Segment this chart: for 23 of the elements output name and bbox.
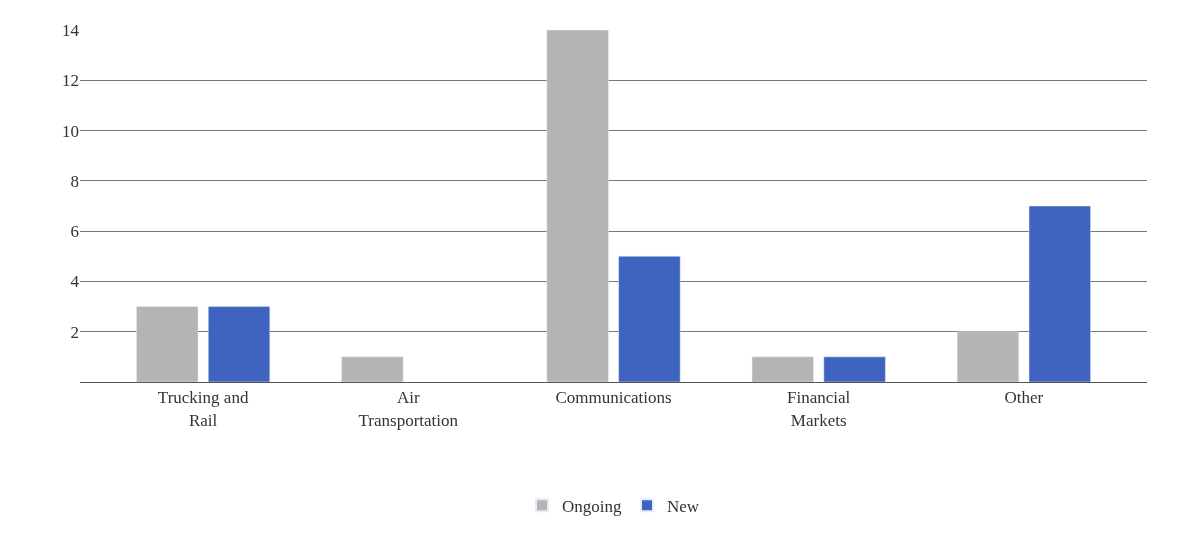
x-tick-label: Air Transportation	[358, 388, 459, 430]
bar	[341, 356, 404, 382]
y-tick-label: 10	[62, 121, 79, 141]
y-tick-label: 14	[62, 20, 80, 40]
bar	[618, 256, 681, 382]
x-tick-label: Trucking and Rail	[157, 388, 249, 430]
x-tick-label: Other	[1004, 388, 1044, 408]
bar	[751, 356, 814, 382]
y-tick-label: 4	[70, 272, 80, 292]
y-tick-label: 8	[70, 171, 79, 191]
y-tick-label: 6	[70, 222, 79, 242]
legend-label: New	[667, 496, 700, 516]
x-tick-label: Communications	[555, 388, 672, 408]
bar	[823, 356, 886, 382]
bar	[136, 306, 199, 382]
bar	[546, 30, 609, 382]
y-tick-label: 2	[70, 322, 79, 342]
bar	[956, 331, 1019, 382]
x-tick-label: Financial Markets	[787, 388, 851, 430]
legend-label: Ongoing	[562, 496, 622, 516]
bar	[1028, 205, 1091, 382]
bar	[208, 306, 271, 382]
y-tick-label: 12	[62, 71, 79, 91]
